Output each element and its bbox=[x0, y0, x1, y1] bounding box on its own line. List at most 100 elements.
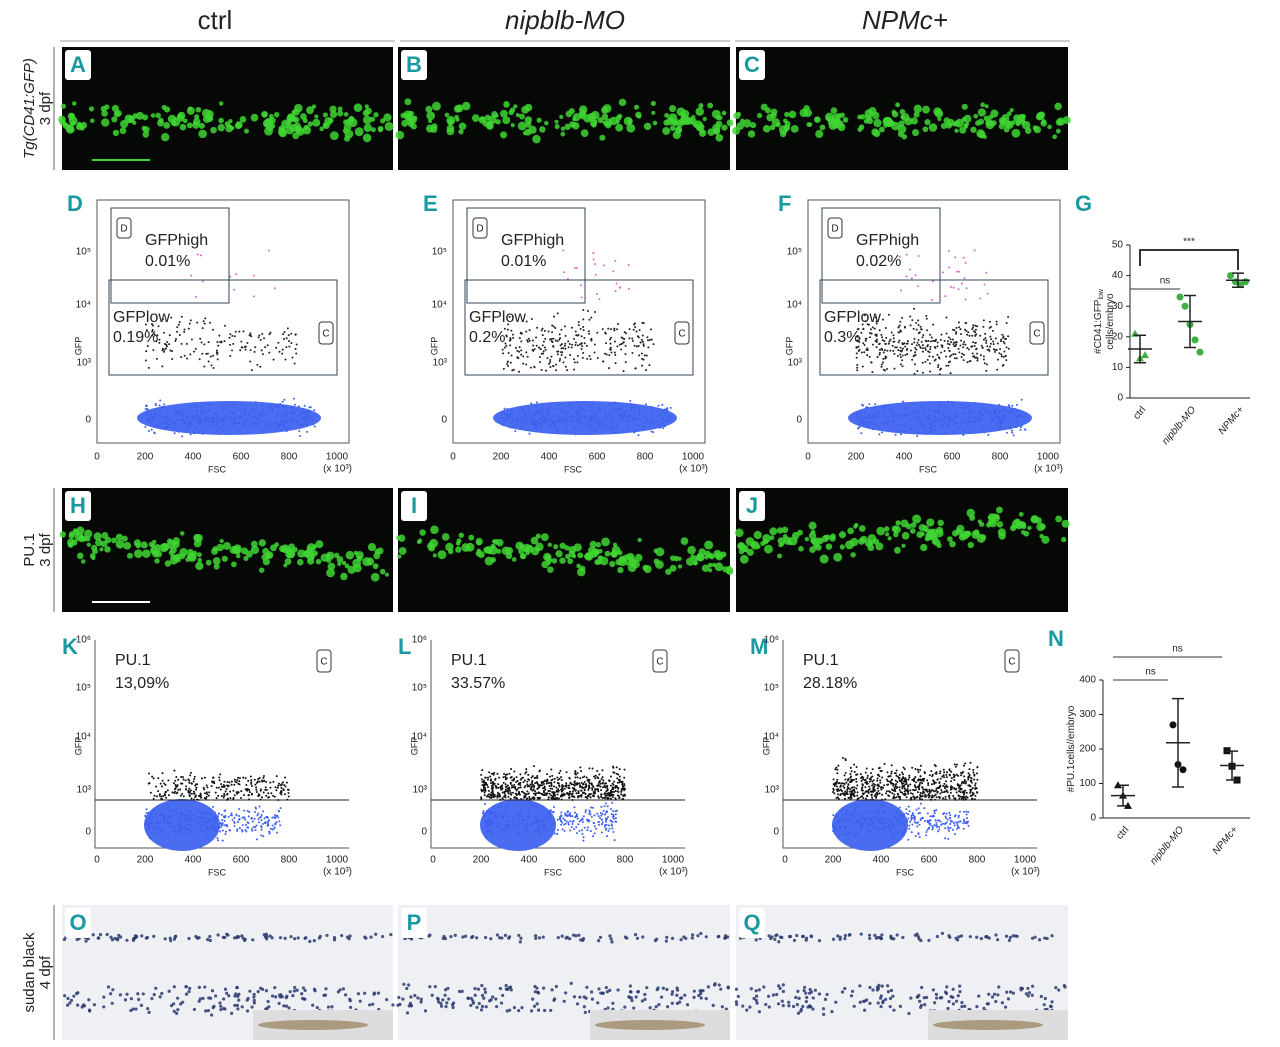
stain-dot bbox=[303, 936, 307, 940]
event-dot bbox=[549, 359, 552, 362]
event-dot bbox=[260, 834, 263, 837]
stain-dot bbox=[997, 985, 1001, 989]
event-dot bbox=[229, 403, 232, 406]
stain-dot bbox=[704, 935, 708, 939]
cell bbox=[747, 130, 756, 138]
x-tick-label: 400 bbox=[185, 452, 202, 463]
event-dot bbox=[569, 790, 572, 793]
gate-tag: C bbox=[1033, 329, 1040, 340]
event-dot bbox=[531, 804, 534, 807]
event-dot bbox=[565, 411, 568, 414]
cell bbox=[90, 118, 95, 123]
row-label: 3 dpf bbox=[37, 91, 54, 125]
stain-dot bbox=[675, 1001, 680, 1005]
event-dot bbox=[983, 431, 986, 434]
cell bbox=[154, 558, 160, 564]
y-tick-label: 10⁴ bbox=[787, 300, 802, 311]
stain-dot bbox=[781, 983, 785, 987]
event-dot bbox=[609, 346, 612, 349]
event-dot bbox=[185, 785, 188, 788]
event-dot bbox=[214, 817, 217, 820]
event-dot bbox=[236, 422, 239, 425]
event-dot bbox=[576, 361, 579, 364]
event-dot bbox=[152, 348, 155, 351]
event-dot bbox=[619, 286, 622, 289]
event-dot bbox=[942, 413, 945, 416]
event-dot bbox=[920, 328, 923, 331]
cell bbox=[286, 549, 296, 559]
stain-dot bbox=[470, 935, 474, 940]
event-dot bbox=[537, 411, 540, 414]
row-label: Tg(CD41:GFP) bbox=[21, 58, 38, 159]
cell bbox=[337, 110, 344, 117]
event-dot bbox=[905, 429, 908, 432]
cell bbox=[219, 538, 224, 544]
cell bbox=[715, 120, 723, 128]
event-dot bbox=[257, 411, 260, 414]
event-dot bbox=[987, 433, 990, 436]
event-dot bbox=[511, 333, 514, 336]
event-dot bbox=[624, 353, 627, 356]
event-dot bbox=[184, 788, 187, 791]
stain-dot bbox=[246, 996, 250, 1001]
event-dot bbox=[303, 404, 306, 407]
event-dot bbox=[881, 318, 884, 321]
event-dot bbox=[180, 356, 183, 359]
event-dot bbox=[576, 334, 579, 337]
event-dot bbox=[561, 409, 564, 412]
event-dot bbox=[303, 411, 306, 414]
event-dot bbox=[254, 401, 257, 404]
event-dot bbox=[586, 309, 589, 312]
event-dot bbox=[881, 336, 884, 339]
event-dot bbox=[183, 818, 186, 821]
event-dot bbox=[573, 361, 576, 364]
x-tick-label: 0 bbox=[94, 452, 100, 463]
stain-dot bbox=[843, 986, 847, 991]
stain-dot bbox=[977, 994, 981, 998]
event-dot bbox=[1007, 404, 1010, 407]
event-dot bbox=[272, 794, 275, 797]
event-dot bbox=[210, 785, 213, 788]
panel-letter: I bbox=[411, 493, 417, 518]
event-dot bbox=[274, 823, 277, 826]
event-dot bbox=[270, 410, 273, 413]
event-dot bbox=[240, 796, 243, 799]
cell bbox=[604, 121, 609, 127]
event-dot bbox=[243, 420, 246, 423]
cell bbox=[444, 112, 450, 118]
stain-dot bbox=[176, 1008, 180, 1012]
stain-dot bbox=[270, 936, 274, 940]
event-dot bbox=[662, 427, 665, 430]
event-dot bbox=[863, 351, 866, 354]
stain-dot bbox=[836, 934, 840, 938]
stain-dot bbox=[757, 1010, 761, 1014]
stain-dot bbox=[444, 1005, 448, 1009]
event-dot bbox=[629, 399, 632, 402]
event-dot bbox=[536, 326, 539, 329]
stain-dot bbox=[274, 995, 278, 999]
event-dot bbox=[596, 812, 599, 815]
event-dot bbox=[957, 321, 960, 324]
gate-percent: 0.2% bbox=[469, 329, 505, 346]
event-dot bbox=[908, 413, 911, 416]
event-dot bbox=[509, 409, 512, 412]
event-dot bbox=[855, 352, 858, 355]
stain-dot bbox=[951, 1002, 956, 1006]
event-cloud bbox=[144, 799, 220, 851]
cell bbox=[977, 519, 982, 524]
cell bbox=[693, 555, 699, 561]
event-dot bbox=[642, 358, 645, 361]
event-dot bbox=[1011, 431, 1014, 434]
event-dot bbox=[540, 352, 543, 355]
event-dot bbox=[260, 429, 263, 432]
stain-dot bbox=[168, 936, 172, 940]
event-dot bbox=[223, 794, 226, 797]
event-dot bbox=[947, 336, 950, 339]
event-dot bbox=[275, 821, 278, 824]
stain-dot bbox=[575, 1002, 580, 1006]
event-dot bbox=[245, 783, 248, 786]
event-dot bbox=[1023, 411, 1026, 414]
x-axis-label: FSC bbox=[208, 867, 227, 877]
event-dot bbox=[158, 793, 161, 796]
event-dot bbox=[538, 811, 541, 814]
